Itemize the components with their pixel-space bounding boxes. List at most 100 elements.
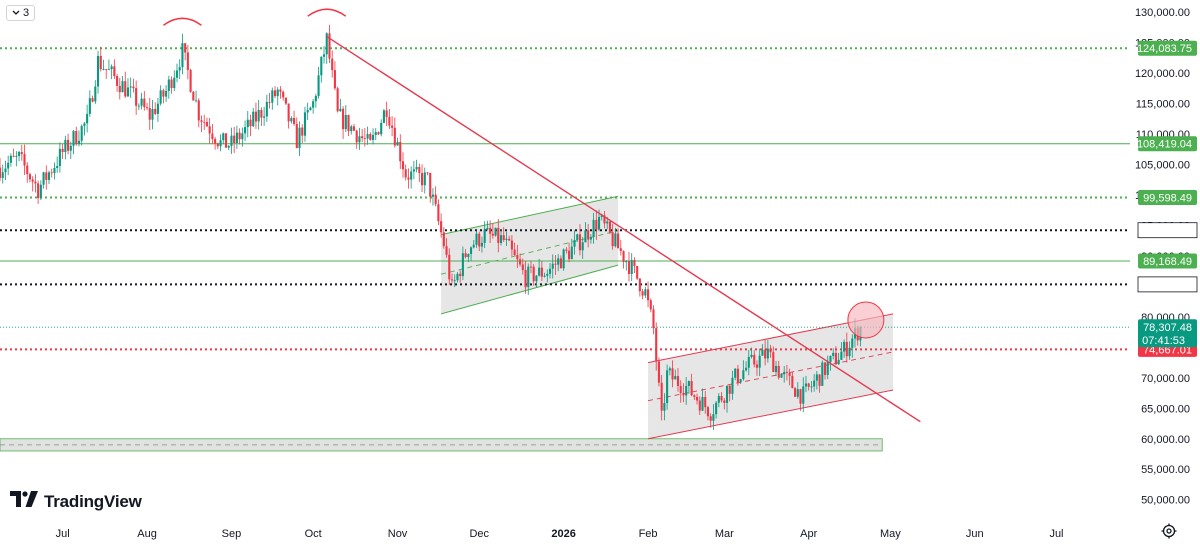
candle-body: [843, 341, 846, 352]
descending-trendline: [326, 35, 921, 423]
candle-body: [521, 264, 524, 271]
candle-body: [137, 105, 140, 107]
current-price-badge-bg: [1138, 319, 1197, 348]
candle-body: [791, 375, 794, 389]
drawings-layer: [162, 8, 921, 423]
candle-body: [385, 110, 388, 117]
tradingview-logo[interactable]: TradingView: [10, 491, 142, 512]
candle-body: [540, 267, 543, 277]
candle-body: [508, 238, 511, 241]
x-tick-label: Jul: [1049, 528, 1063, 540]
candle-body: [58, 148, 61, 167]
candle-body: [107, 69, 110, 70]
candle-body: [53, 168, 56, 174]
candle-body: [279, 89, 282, 92]
candle-body: [173, 77, 176, 89]
candle-body: [18, 152, 21, 156]
candle-body: [557, 258, 560, 265]
candle-body: [532, 266, 535, 282]
candle-body: [832, 352, 835, 356]
candle-body: [9, 155, 12, 163]
candle-body: [663, 403, 666, 411]
candle-body: [461, 253, 464, 277]
candle-body: [197, 100, 200, 121]
candle-body: [595, 219, 598, 230]
candle-body: [268, 102, 271, 103]
candle-body: [706, 407, 710, 417]
candle-body: [750, 354, 753, 357]
interval-selector-button[interactable]: 3: [6, 5, 36, 21]
candle-body: [813, 380, 816, 387]
candle-body: [510, 240, 513, 250]
candle-body: [208, 126, 211, 134]
candle-body: [783, 371, 786, 375]
candle-body: [159, 90, 162, 104]
gear-icon[interactable]: [1161, 523, 1177, 539]
candle-body: [592, 219, 595, 238]
candle-body: [418, 166, 421, 174]
x-tick-label: Oct: [305, 528, 322, 540]
candle-body: [404, 169, 407, 178]
candle-body: [290, 117, 293, 122]
candle-body: [652, 309, 655, 329]
candle-body: [336, 88, 339, 112]
channel-midline-1: [647, 351, 894, 402]
candle-body: [725, 385, 729, 403]
tradingview-logo-icon: [10, 491, 38, 512]
candle-body: [238, 132, 241, 140]
candle-body: [355, 130, 358, 143]
candle-body: [614, 233, 617, 247]
candle-body: [165, 90, 168, 97]
candle-body: [0, 167, 2, 178]
candle-body: [263, 116, 266, 118]
candle-body: [391, 125, 394, 128]
candle-body: [551, 263, 554, 269]
candle-body: [646, 289, 650, 301]
candle-body: [69, 145, 72, 151]
candle-body: [723, 400, 726, 403]
current-price-label: 78,307.48: [1143, 322, 1192, 334]
candle-body: [37, 183, 40, 199]
candle-body: [200, 120, 203, 122]
level-badge-2-bg: [1138, 189, 1197, 205]
candle-body: [829, 355, 832, 363]
candle-body: [478, 233, 481, 247]
candle-body: [42, 172, 45, 185]
candle-body: [20, 152, 23, 155]
candle-body: [175, 70, 179, 78]
candle-body: [837, 359, 840, 365]
candle-body: [758, 355, 761, 368]
candle-body: [273, 90, 277, 97]
candle-body: [241, 133, 244, 140]
candle-body: [804, 383, 808, 387]
candle-body: [113, 66, 116, 77]
candle-body: [162, 90, 165, 97]
candle-body: [535, 275, 538, 282]
candle-body: [23, 154, 26, 166]
candle-body: [491, 233, 494, 236]
horizontal-levels-layer: [0, 47, 1130, 351]
x-tick-label: Jun: [966, 528, 984, 540]
candle-body: [121, 81, 124, 93]
candle-body: [178, 67, 181, 71]
candle-body: [342, 108, 345, 130]
level-badge-border-5: [1137, 276, 1198, 293]
candle-body: [140, 98, 143, 106]
candle-body: [233, 135, 236, 143]
candle-body: [826, 362, 829, 375]
candle-body: [464, 253, 467, 258]
x-tick-label: Sep: [222, 528, 242, 540]
candle-body: [568, 250, 571, 260]
countdown-label: 07:41:53: [1142, 335, 1185, 347]
candle-body: [39, 184, 42, 199]
candle-body: [717, 396, 720, 403]
candle-body: [655, 328, 658, 362]
candle-body: [619, 248, 622, 252]
candle-body: [423, 172, 426, 186]
candle-body: [505, 238, 508, 241]
candle-body: [649, 300, 652, 310]
candle-body: [546, 273, 549, 276]
candle-body: [287, 103, 290, 122]
candle-body: [156, 103, 159, 114]
